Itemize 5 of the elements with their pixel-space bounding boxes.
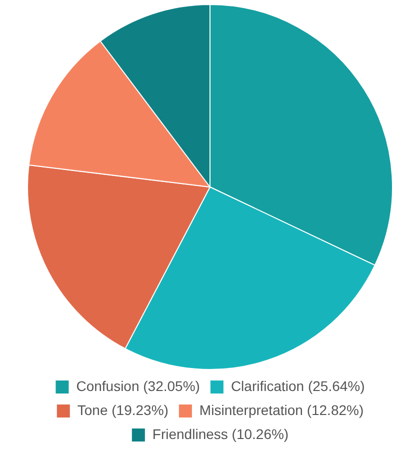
legend-label: Confusion (32.05%) (76, 378, 200, 394)
legend-label: Tone (19.23%) (77, 402, 168, 418)
legend-label: Misinterpretation (12.82%) (199, 402, 364, 418)
legend-label: Friendliness (10.26%) (152, 426, 289, 442)
legend-label: Clarification (25.64%) (230, 378, 365, 394)
